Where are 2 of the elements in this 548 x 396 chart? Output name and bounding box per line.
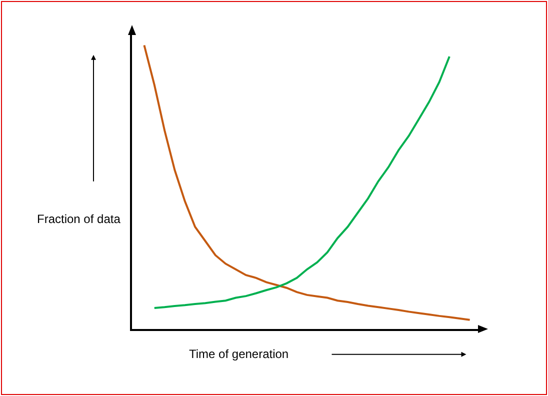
y-axis-title: Fraction of data	[37, 212, 121, 226]
x-axis-title: Time of generation	[189, 347, 289, 361]
